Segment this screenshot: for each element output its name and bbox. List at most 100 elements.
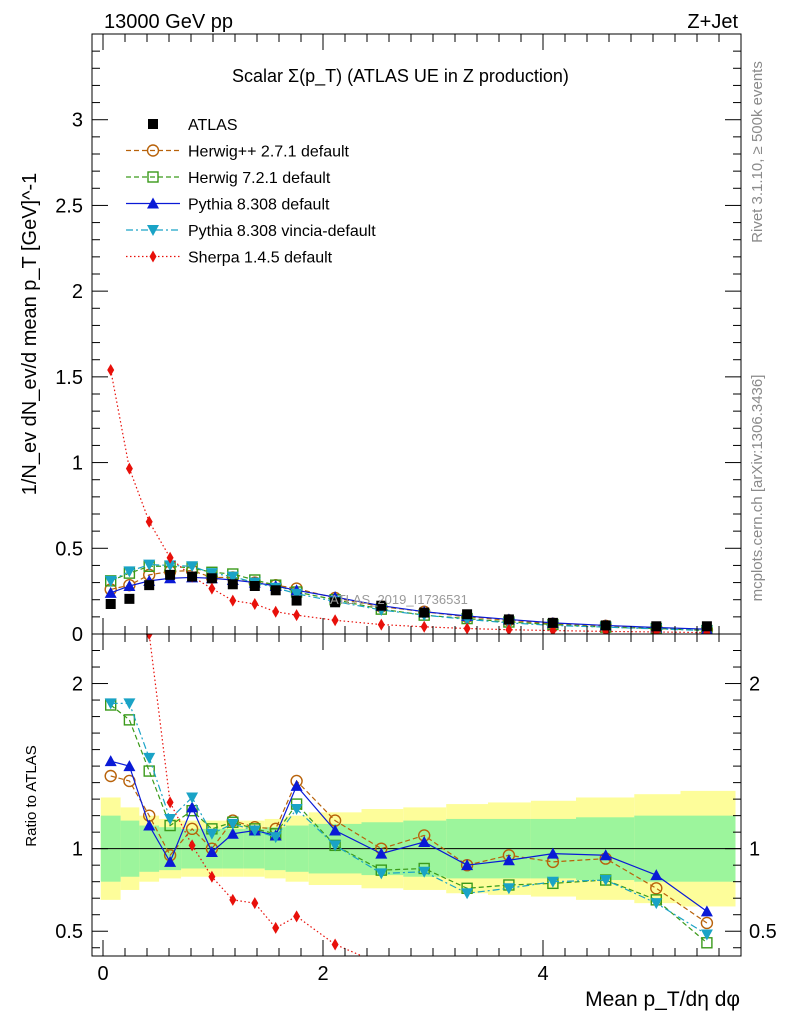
point-atlas: [144, 580, 155, 591]
point-atlas: [600, 620, 611, 631]
point-sherpa-1-4-5-default: [229, 594, 237, 607]
point-pythia-8-308-vincia-default: [290, 588, 303, 600]
point-pythia-8-308-vincia-default: [123, 566, 136, 578]
ratio-point-sherpa-1-4-5-default: [293, 910, 301, 923]
ratio-point-pythia-8-308-vincia-default: [104, 698, 117, 710]
rivet-version-label: Rivet 3.1.10, ≥ 500k events: [749, 61, 766, 243]
ratio-point-pythia-8-308-vincia-default: [123, 698, 136, 710]
legend-marker-herwig-2-7-1-default: [146, 144, 160, 157]
ratio-point-herwig-2-7-1-default: [185, 822, 199, 836]
point-sherpa-1-4-5-default: [208, 582, 216, 595]
mcplots-reference-label: mcplots.cern.ch [arXiv:1306.3436]: [749, 375, 766, 602]
y-tick-label: 1.5: [55, 367, 83, 389]
axis-tick-labels: 0 0.5 1 1.5 2 2.5 3 0.5 0.5 1 1 2 2 0 2 4: [55, 110, 777, 985]
ratio-point-sherpa-1-4-5-default: [251, 897, 259, 910]
ratio-point-pythia-8-308-vincia-default: [248, 825, 261, 837]
plot-title: Scalar Σ(p_T) (ATLAS UE in Z production): [232, 66, 569, 87]
ratio-point-pythia-8-308-vincia-default: [650, 898, 663, 910]
ratio-point-herwig-2-7-1-default: [700, 916, 714, 930]
point-pythia-8-308-vincia-default: [164, 560, 177, 572]
ratio-point-sherpa-1-4-5-default: [166, 796, 174, 809]
x-tick-label: 2: [317, 963, 328, 985]
ratio-point-pythia-8-308-default: [205, 845, 218, 857]
ratio-tick-label-left: 1: [72, 839, 83, 861]
point-atlas: [376, 600, 387, 611]
point-atlas: [330, 597, 341, 608]
ratio-point-sherpa-1-4-5-default: [464, 975, 471, 987]
x-tick-label: 0: [97, 963, 108, 985]
ratio-point-herwig-2-7-1-default: [650, 882, 663, 895]
point-atlas: [503, 614, 514, 625]
point-atlas: [249, 581, 260, 591]
ratio-point-pythia-8-308-vincia-default: [143, 752, 156, 764]
ratio-point-pythia-8-308-vincia-default: [186, 792, 199, 804]
ratio-point-pythia-8-308-vincia-default: [418, 866, 431, 878]
analysis-watermark: ATLAS_2019_I1736531: [330, 592, 468, 607]
x-tick-label: 4: [537, 963, 548, 985]
ratio-point-herwig-7-2-1-default: [123, 714, 136, 726]
ratio-tick-label-left: 0.5: [55, 921, 83, 943]
legend-label-sherpa-1-4-5-default: Sherpa 1.4.5 default: [188, 250, 333, 267]
legend-label-herwig-7-2-1-default: Herwig 7.2.1 default: [188, 170, 331, 187]
ratio-panel-frame: [91, 633, 742, 957]
point-atlas: [187, 571, 198, 582]
ratio-point-pythia-8-308-default: [650, 869, 663, 881]
ratio-point-pythia-8-308-vincia-default: [599, 875, 612, 887]
point-atlas: [105, 599, 116, 609]
legend-marker-atlas: [148, 119, 158, 129]
legend-marker-herwig-7-2-1-default: [147, 171, 159, 183]
legend-label-atlas: ATLAS: [188, 117, 238, 134]
x-axis-label: Mean p_T/dη dφ: [585, 988, 740, 1011]
ratio-point-pythia-8-308-vincia-default: [164, 813, 177, 825]
point-atlas: [165, 569, 176, 580]
axis-ticks: [92, 33, 741, 956]
ratio-point-pythia-8-308-default: [186, 801, 199, 813]
ratio-point-sherpa-1-4-5-default: [505, 978, 512, 990]
ratio-point-sherpa-1-4-5-default: [421, 967, 428, 979]
point-pythia-8-308-vincia-default: [186, 561, 199, 573]
point-sherpa-1-4-5-default: [272, 605, 280, 618]
y-tick-label: 2: [72, 281, 83, 303]
point-sherpa-1-4-5-default: [331, 614, 339, 627]
point-pythia-8-308-default: [104, 586, 117, 598]
ratio-point-pythia-8-308-default: [375, 847, 388, 859]
y-tick-label: 3: [72, 110, 83, 132]
point-atlas: [124, 593, 135, 604]
point-pythia-8-308-vincia-default: [104, 575, 117, 587]
ratio-point-pythia-8-308-default: [329, 824, 342, 836]
point-atlas: [291, 595, 302, 606]
ratio-point-sherpa-1-4-5-default: [331, 938, 339, 951]
point-sherpa-1-4-5-default: [125, 462, 133, 475]
ratio-point-pythia-8-308-default: [700, 905, 713, 917]
ratio-point-sherpa-1-4-5-default: [549, 983, 556, 995]
ratio-point-pythia-8-308-default: [226, 827, 239, 839]
point-atlas: [206, 573, 217, 584]
ratio-point-pythia-8-308-default: [502, 854, 515, 866]
ratio-panel-series: [104, 634, 714, 995]
ratio-point-pythia-8-308-vincia-default: [226, 818, 239, 830]
legend-marker-pythia-8-308-default: [147, 197, 159, 209]
point-sherpa-1-4-5-default: [420, 620, 428, 633]
point-sherpa-1-4-5-default: [107, 364, 115, 376]
ratio-point-pythia-8-308-vincia-default: [546, 876, 559, 888]
point-sherpa-1-4-5-default: [463, 622, 471, 634]
legend-label-pythia-8-308-vincia-default: Pythia 8.308 vincia-default: [188, 223, 376, 240]
ratio-point-sherpa-1-4-5-default: [208, 870, 216, 883]
ratio-tick-label-left: 2: [72, 674, 83, 696]
ratio-tick-label-right: 0.5: [749, 921, 777, 943]
y-tick-label: 1: [72, 453, 83, 475]
ratio-point-pythia-8-308-vincia-default: [700, 929, 713, 941]
ratio-point-pythia-8-308-default: [123, 760, 136, 772]
point-pythia-8-308-vincia-default: [143, 559, 156, 571]
legend-marker-sherpa-1-4-5-default: [149, 250, 157, 263]
ratio-point-pythia-8-308-default: [164, 855, 177, 867]
ratio-point-pythia-8-308-vincia-default: [269, 832, 282, 844]
y-axis-label: 1/N_ev dN_ev/d mean p_T [GeV]^-1: [19, 173, 41, 496]
ratio-point-sherpa-1-4-5-default: [272, 921, 280, 934]
point-pythia-8-308-vincia-default: [226, 571, 239, 583]
header-process: 13000 GeV pp: [104, 11, 233, 33]
point-sherpa-1-4-5-default: [505, 623, 513, 634]
y-tick-label: 2.5: [55, 195, 83, 217]
y-tick-label: 0: [72, 624, 83, 646]
